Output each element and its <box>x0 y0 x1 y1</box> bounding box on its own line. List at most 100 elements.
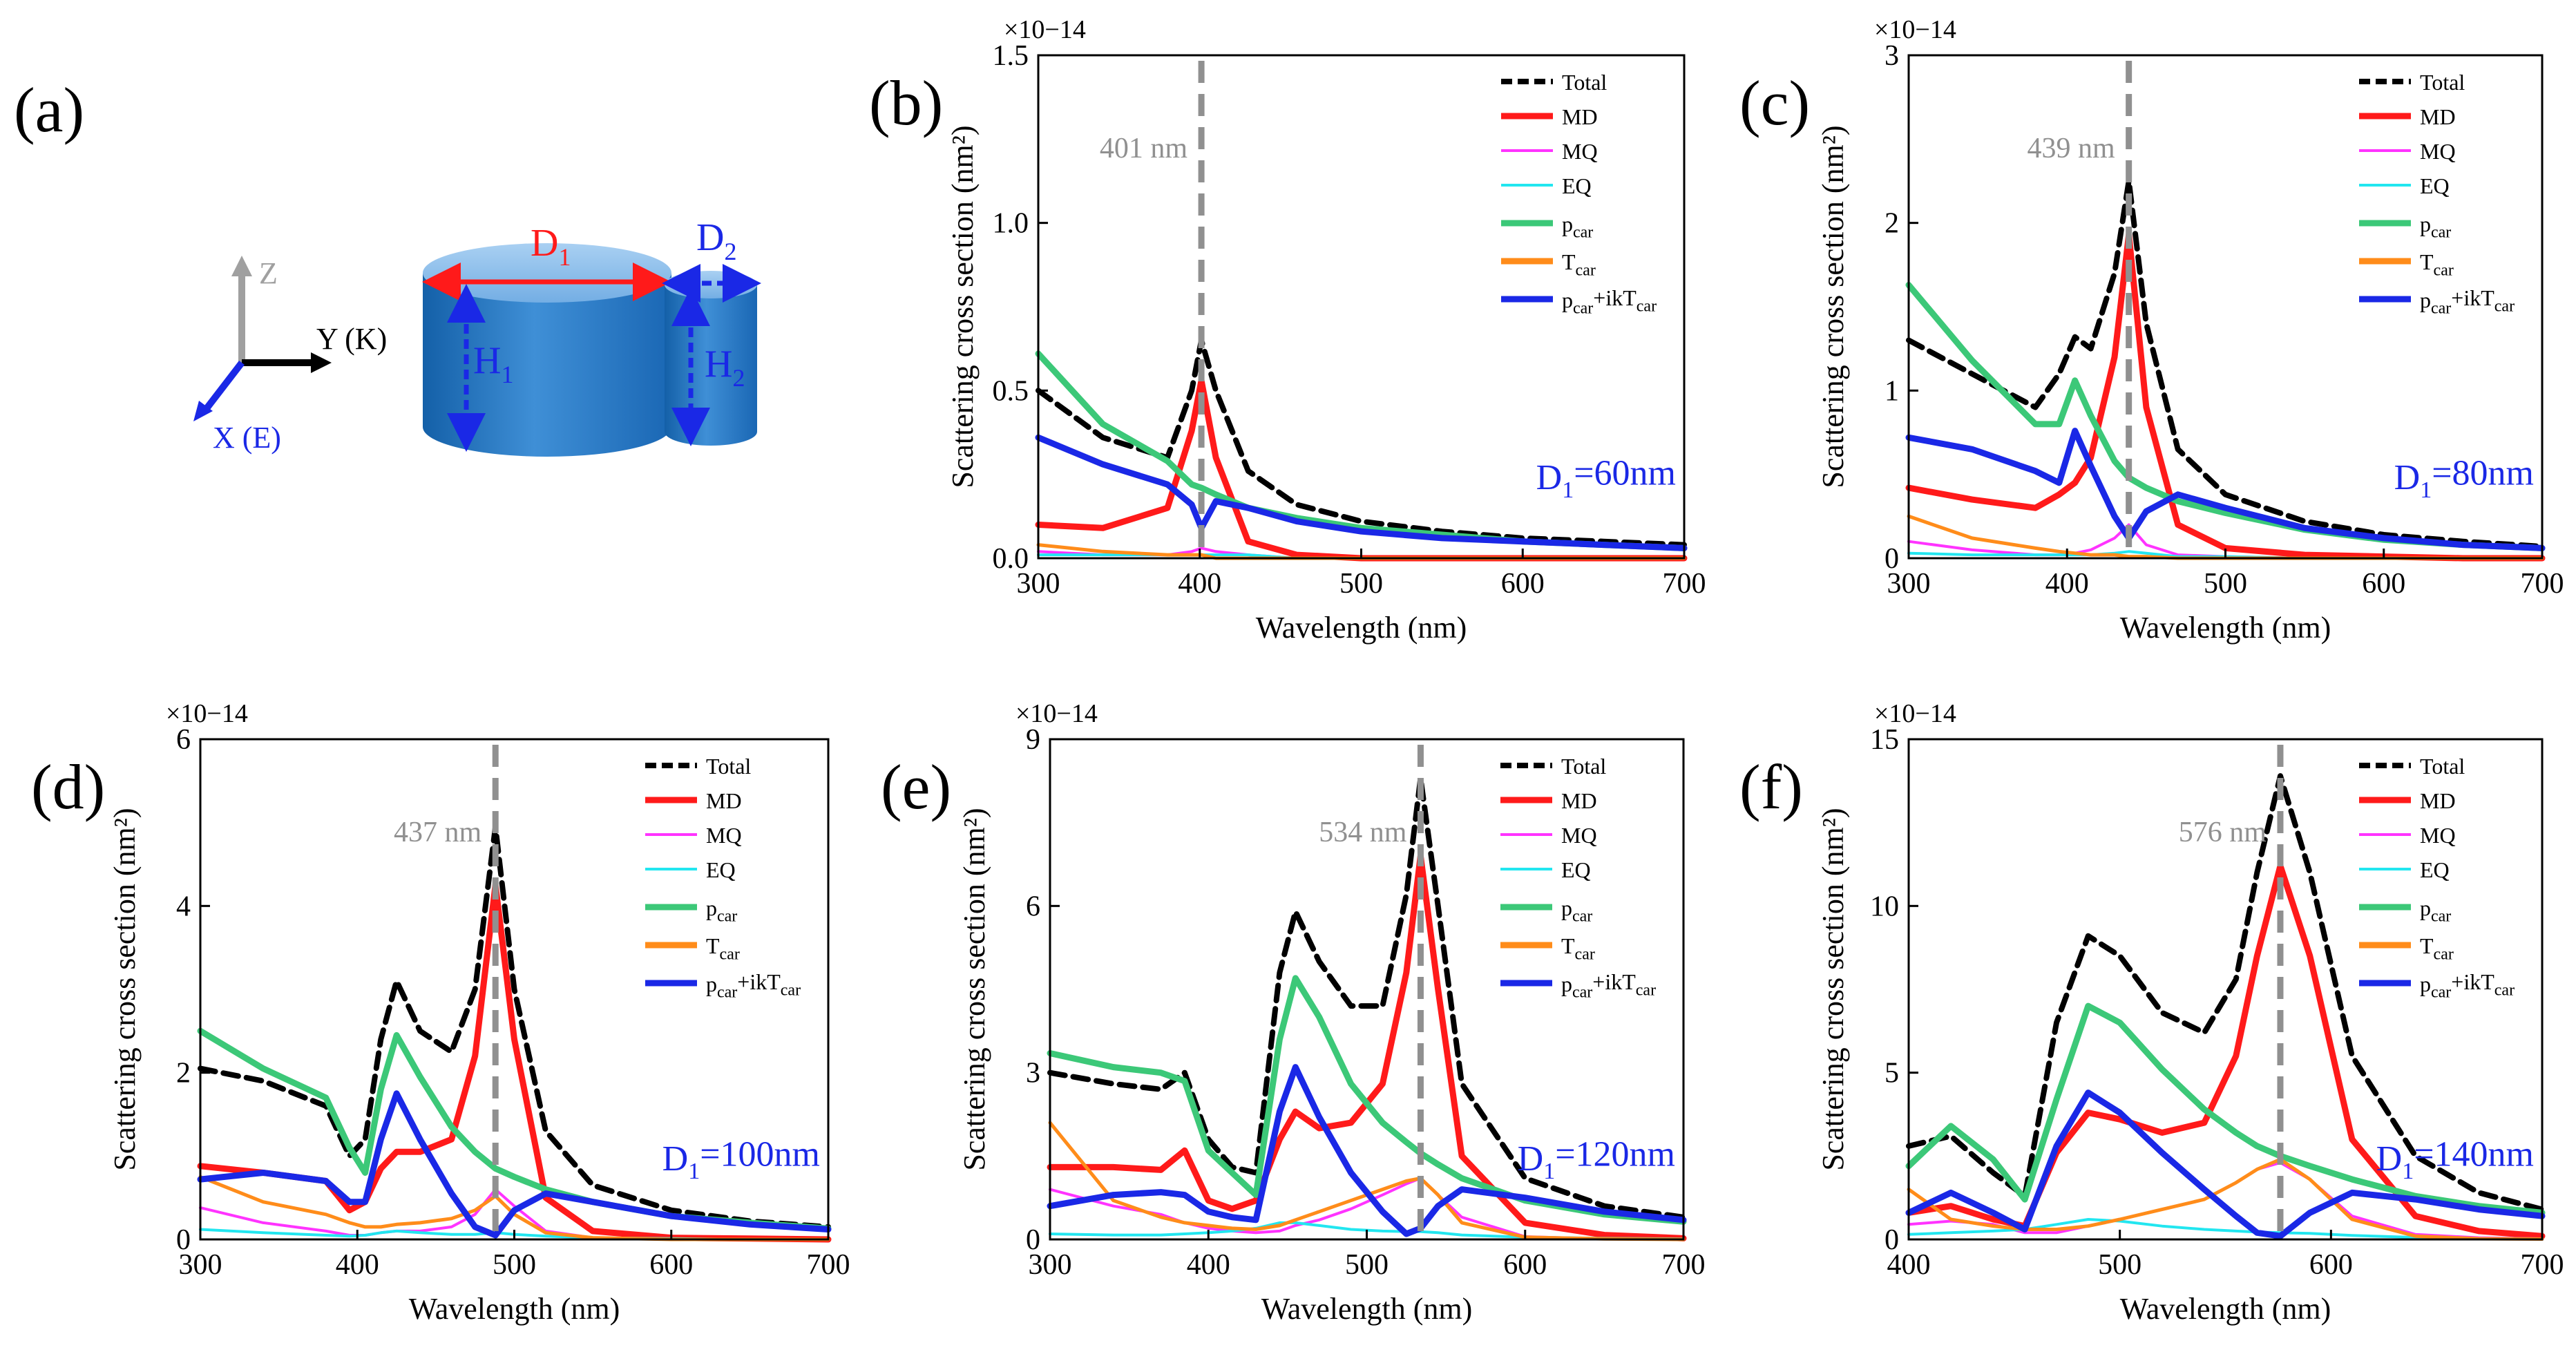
series-line-total <box>1047 775 1686 1220</box>
dimension-annotations: D1 D2 H1 H2 <box>422 216 761 452</box>
x-axis-label: Wavelength (nm) <box>2120 611 2331 645</box>
x-tick-label: 600 <box>1501 568 1545 600</box>
series-line-toroidal <box>197 1090 832 1239</box>
series-group <box>1035 337 1688 562</box>
legend-label: pcar <box>1561 895 1592 925</box>
size-annotation: D1=60nm <box>1536 454 1676 503</box>
legend-label: Total <box>2420 754 2465 779</box>
y-tick-label: 0.0 <box>993 543 1029 575</box>
resonance-marker-label: 534 nm <box>1319 817 1407 848</box>
y-axis-label: Scattering cross section (nm²) <box>1816 808 1850 1170</box>
series-line-eq <box>1049 1221 1685 1241</box>
x-axis-label: Wavelength (nm) <box>409 1292 620 1326</box>
legend-label: pcar <box>2420 895 2451 925</box>
chart-panel: (f) 576 nm 400 500 600 700 0 5 10 15×10−14 Wavelen… <box>1739 699 2564 1326</box>
legend-label: Tcar <box>1561 933 1595 963</box>
x-tick-label: 500 <box>1345 1249 1389 1281</box>
z-axis-label: Z <box>259 256 278 290</box>
y-tick-label: 4 <box>176 891 191 922</box>
x-axis-label: Wavelength (nm) <box>1261 1292 1473 1326</box>
z-axis-arrowhead <box>231 256 252 276</box>
legend-label: Tcar <box>2420 249 2454 279</box>
series-line-md <box>1047 853 1687 1241</box>
resonance-marker-label: 437 nm <box>394 817 482 848</box>
legend-label: Total <box>1562 70 1607 95</box>
legend-label: pcar <box>2420 211 2451 241</box>
series-line-tcar <box>1907 1157 2544 1241</box>
resonance-marker-label: 439 nm <box>2027 133 2115 164</box>
panel-label: (e) <box>881 752 951 822</box>
x-axis-label: X (E) <box>213 421 281 455</box>
chart-panel: (d) 437 nm 300 400 500 600 700 0 2 4 6×10−14 Wavele… <box>31 699 850 1326</box>
x-tick-label: 300 <box>1017 568 1060 600</box>
legend-label: MQ <box>1562 139 1598 164</box>
legend: Total MD MQ EQ pcar Tcar pcar+ikTcar <box>1501 70 1657 317</box>
legend: Total MD MQ EQ pcar Tcar pcar+ikTcar <box>2359 754 2515 1001</box>
x-tick-label: 400 <box>1178 568 1221 600</box>
y-tick-label: 0 <box>1026 1224 1040 1256</box>
x-tick-label: 500 <box>2204 568 2247 600</box>
legend: Total MD MQ EQ pcar Tcar pcar+ikTcar <box>645 754 801 1001</box>
y-tick-label: 0 <box>1885 1224 1899 1256</box>
legend-label: EQ <box>706 857 736 882</box>
y-tick-label: 1 <box>1885 375 1899 407</box>
legend-label: MD <box>2420 788 2456 813</box>
x-axis-arrow <box>204 360 245 410</box>
axis-multiplier: ×10−14 <box>1015 699 1098 728</box>
x-tick-label: 600 <box>649 1249 693 1281</box>
x-tick-label: 700 <box>2521 1249 2564 1281</box>
resonance-marker-label: 576 nm <box>2179 817 2267 848</box>
y-tick-label: 2 <box>1885 208 1899 240</box>
h1-label: H1 <box>473 339 513 388</box>
chart-panel: (e) 534 nm 300 400 500 600 700 0 3 6 9×10−14 Wavele… <box>881 699 1706 1326</box>
y-tick-label: 9 <box>1026 724 1040 756</box>
legend-label: pcar+ikTcar <box>2420 969 2515 1001</box>
y-tick-label: 0 <box>176 1224 191 1256</box>
size-annotation: D1=100nm <box>662 1135 820 1184</box>
y-axis-label: Scattering cross section (nm²) <box>1816 125 1850 488</box>
y-axis-label: Y (K) <box>316 322 387 356</box>
axis-multiplier: ×10−14 <box>1004 15 1086 44</box>
resonance-marker-label: 401 nm <box>1100 133 1188 164</box>
y-tick-label: 5 <box>1885 1058 1899 1089</box>
legend-label: Tcar <box>706 933 740 963</box>
legend-label: Total <box>706 754 751 779</box>
x-tick-label: 700 <box>1663 568 1706 600</box>
y-tick-label: 2 <box>176 1058 191 1089</box>
legend-label: pcar+ikTcar <box>1562 285 1657 317</box>
cylinder-large <box>423 243 671 457</box>
legend-label: pcar <box>706 895 737 925</box>
panel-label: (c) <box>1739 68 1810 138</box>
x-tick-label: 500 <box>1339 568 1383 600</box>
panel-label: (d) <box>31 752 105 822</box>
legend-label: Tcar <box>1562 249 1596 279</box>
x-tick-label: 400 <box>2045 568 2089 600</box>
series-line-md <box>197 882 832 1243</box>
legend-label: MQ <box>706 823 742 848</box>
series-line-tcar <box>198 1175 830 1241</box>
legend-label: pcar+ikTcar <box>2420 285 2515 317</box>
x-tick-label: 600 <box>2309 1249 2353 1281</box>
panel-label-a: (a) <box>14 75 84 145</box>
x-tick-label: 400 <box>1187 1249 1230 1281</box>
x-tick-label: 700 <box>1662 1249 1706 1281</box>
series-line-pcar <box>197 1027 832 1232</box>
d2-label: D2 <box>696 216 736 265</box>
chart-panel: (c) 439 nm 300 400 500 600 700 0 1 2 3×10−14 Wavele… <box>1739 15 2564 645</box>
y-axis-arrowhead <box>311 352 332 373</box>
x-tick-label: 300 <box>179 1249 222 1281</box>
series-group <box>1047 775 1687 1241</box>
axis-multiplier: ×10−14 <box>1874 699 1956 728</box>
series-group <box>197 824 832 1243</box>
d1-label: D1 <box>531 222 571 271</box>
panel-label: (f) <box>1739 752 1803 822</box>
x-tick-label: 600 <box>1503 1249 1547 1281</box>
y-tick-label: 6 <box>1026 891 1040 922</box>
plot-frame <box>1907 738 2544 1241</box>
size-annotation: D1=80nm <box>2394 454 2534 503</box>
legend: Total MD MQ EQ pcar Tcar pcar+ikTcar <box>1500 754 1656 1001</box>
series-line-pcar <box>1047 975 1687 1225</box>
size-annotation: D1=120nm <box>1518 1135 1675 1184</box>
